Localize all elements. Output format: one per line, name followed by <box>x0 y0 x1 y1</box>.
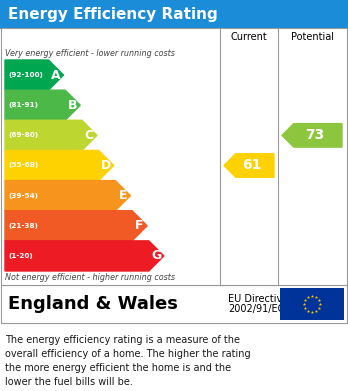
Text: Energy Efficiency Rating: Energy Efficiency Rating <box>8 7 218 22</box>
Polygon shape <box>5 181 130 211</box>
Text: (1-20): (1-20) <box>8 253 33 259</box>
Polygon shape <box>5 90 80 120</box>
Text: (55-68): (55-68) <box>8 163 38 169</box>
Text: England & Wales: England & Wales <box>8 295 178 313</box>
Text: Not energy efficient - higher running costs: Not energy efficient - higher running co… <box>5 273 175 283</box>
Text: 2002/91/EC: 2002/91/EC <box>228 304 284 314</box>
Text: EU Directive: EU Directive <box>228 294 288 304</box>
Bar <box>0 0 348 28</box>
Text: F: F <box>135 219 144 232</box>
Bar <box>280 288 344 320</box>
Text: A: A <box>51 68 61 82</box>
Text: D: D <box>101 159 111 172</box>
Polygon shape <box>224 154 274 177</box>
Text: (21-38): (21-38) <box>8 223 38 229</box>
Bar <box>1 28 347 285</box>
Text: G: G <box>151 249 161 262</box>
Polygon shape <box>5 151 114 181</box>
Text: Very energy efficient - lower running costs: Very energy efficient - lower running co… <box>5 48 175 57</box>
Bar <box>1 285 347 323</box>
Polygon shape <box>5 60 64 90</box>
Text: (39-54): (39-54) <box>8 193 38 199</box>
Text: (81-91): (81-91) <box>8 102 38 108</box>
Text: The energy efficiency rating is a measure of the
overall efficiency of a home. T: The energy efficiency rating is a measur… <box>5 335 251 387</box>
Polygon shape <box>5 241 164 271</box>
Polygon shape <box>5 211 147 241</box>
Text: Potential: Potential <box>291 32 333 42</box>
Text: 73: 73 <box>305 128 325 142</box>
Text: C: C <box>85 129 94 142</box>
Text: E: E <box>119 189 127 202</box>
Polygon shape <box>5 120 97 151</box>
Text: 61: 61 <box>242 158 262 172</box>
Text: Current: Current <box>231 32 267 42</box>
Polygon shape <box>282 124 342 147</box>
Text: (92-100): (92-100) <box>8 72 43 78</box>
Text: (69-80): (69-80) <box>8 133 38 138</box>
Text: B: B <box>68 99 78 112</box>
